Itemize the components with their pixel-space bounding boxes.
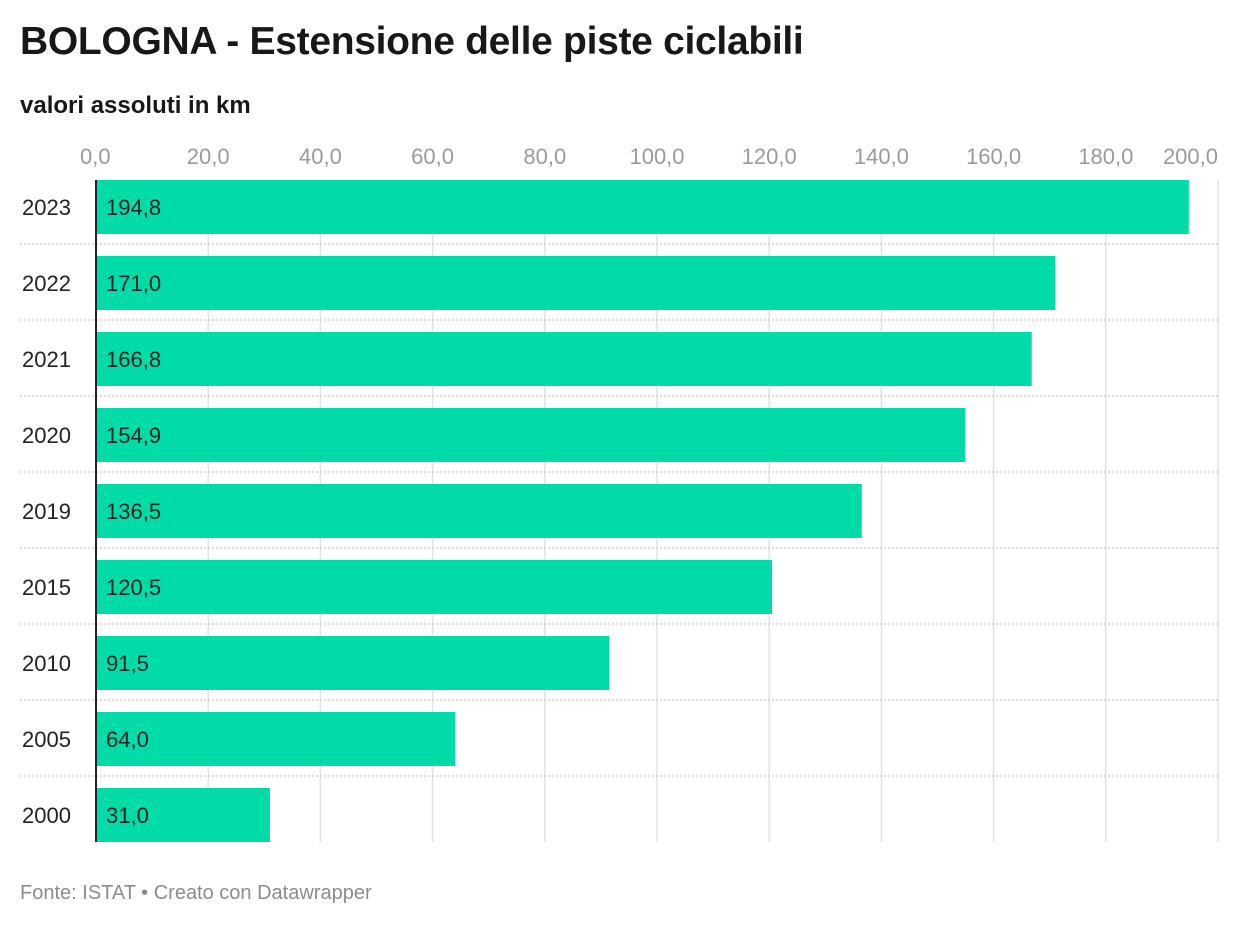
category-label: 2010 (22, 651, 71, 676)
x-tick-label: 0,0 (80, 144, 111, 169)
x-tick-label: 100,0 (629, 144, 684, 169)
x-tick-label: 60,0 (411, 144, 454, 169)
value-label: 31,0 (106, 803, 149, 828)
value-label: 154,9 (106, 423, 161, 448)
chart-subtitle: valori assoluti in km (20, 92, 251, 119)
source-note: Fonte: ISTAT • Creato con Datawrapper (20, 882, 372, 904)
bar (96, 560, 773, 614)
category-label: 2019 (22, 499, 71, 524)
bar (96, 256, 1056, 310)
category-label: 2005 (22, 727, 71, 752)
category-label: 2022 (22, 271, 71, 296)
x-tick-label: 200,0 (1163, 144, 1218, 169)
bar (96, 484, 862, 538)
x-tick-label: 140,0 (854, 144, 909, 169)
chart-title: BOLOGNA - Estensione delle piste ciclabi… (20, 20, 804, 63)
x-tick-label: 160,0 (966, 144, 1021, 169)
category-label: 2023 (22, 195, 71, 220)
category-label: 2021 (22, 347, 71, 372)
value-label: 166,8 (106, 347, 161, 372)
value-label: 120,5 (106, 575, 161, 600)
bar (96, 636, 610, 690)
bar (96, 332, 1032, 386)
x-tick-label: 40,0 (299, 144, 342, 169)
value-label: 171,0 (106, 271, 161, 296)
value-label: 91,5 (106, 651, 149, 676)
x-tick-label: 20,0 (187, 144, 230, 169)
value-label: 194,8 (106, 195, 161, 220)
value-label: 64,0 (106, 727, 149, 752)
x-tick-label: 80,0 (523, 144, 566, 169)
bar (96, 408, 965, 462)
category-label: 2015 (22, 575, 71, 600)
category-label: 2000 (22, 803, 71, 828)
bar (96, 788, 270, 842)
bar (96, 712, 456, 766)
x-tick-label: 120,0 (742, 144, 797, 169)
value-label: 136,5 (106, 499, 161, 524)
x-tick-label: 180,0 (1078, 144, 1133, 169)
category-label: 2020 (22, 423, 71, 448)
bar (96, 180, 1189, 234)
